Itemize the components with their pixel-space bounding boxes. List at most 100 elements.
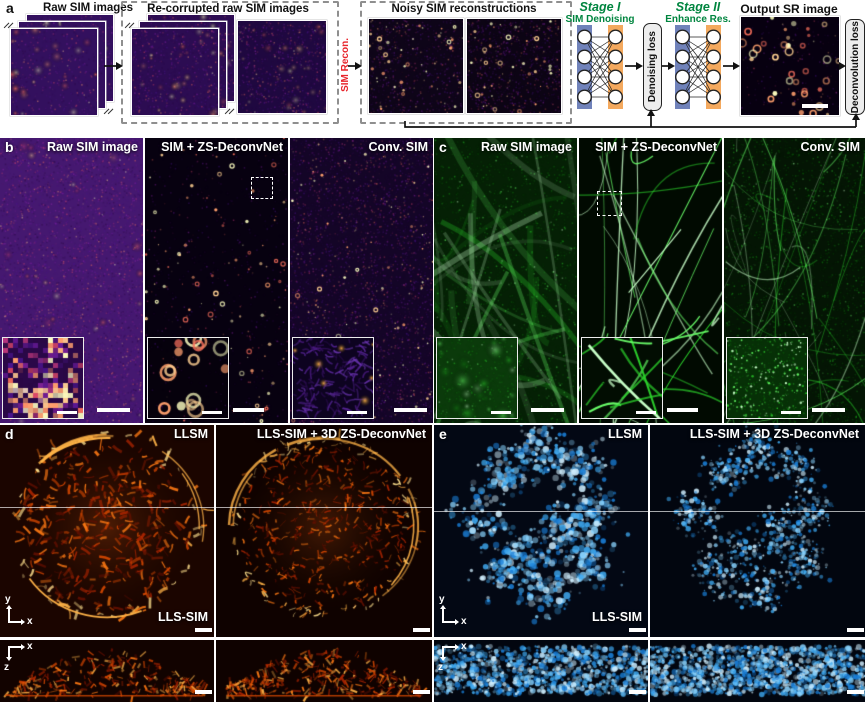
slice-indicator-line [0, 507, 214, 508]
scale-bar [781, 411, 801, 414]
recorrupted-image-front [131, 28, 219, 116]
axis-line [8, 609, 10, 622]
panel-b-inset-1-canvas [3, 338, 83, 418]
panel-d-mode-label: LLS-SIM [158, 610, 208, 624]
panel-c-caption-2: SIM + ZS-DeconvNet [595, 140, 717, 154]
panel-c-inset-2 [581, 337, 663, 419]
panel-d-llsm-caption: LLSM [173, 427, 208, 441]
axis-arrow-right [21, 644, 25, 650]
panel-c-inset-1-canvas [437, 338, 517, 418]
axis-line [8, 646, 21, 648]
axis-indicator-xz: x z [4, 641, 33, 673]
axis-line [442, 621, 455, 623]
panel-c-inset-3-canvas [727, 338, 807, 418]
scale-bar [802, 104, 828, 108]
panel-d-zsdeconvnet-image [216, 425, 432, 637]
scale-bar [195, 690, 212, 694]
raw-sim-title: Raw SIM images [42, 2, 134, 14]
stage1-subtitle: SIM Denoising [565, 14, 635, 25]
axis-arrow-down [440, 657, 446, 661]
scale-bar [629, 690, 646, 694]
raw-sim-image-front [10, 28, 98, 116]
panel-d-llsm-canvas [0, 425, 214, 637]
panel-b-inset-2 [147, 337, 229, 419]
scale-bar [413, 628, 430, 632]
axis-arrow-right [455, 644, 459, 650]
panel-a-label: a [6, 0, 14, 16]
scale-bar [847, 690, 864, 694]
axis-indicator-xy: y x [5, 594, 33, 627]
axis-arrow-up [6, 605, 12, 609]
panel-d-zsdeconvnet-xz-canvas [216, 640, 432, 702]
scale-bar [847, 628, 864, 632]
panel-c-inset-3 [726, 337, 808, 419]
noisy-recon-image-2 [466, 18, 562, 114]
panel-e-zsdeconvnet-canvas [650, 425, 865, 637]
panel-b-inset-3 [292, 337, 374, 419]
scale-bar [413, 690, 430, 694]
axis-indicator-xz: x z [438, 641, 467, 673]
panel-e-llsm-caption: LLSM [607, 427, 642, 441]
panel-b-roi-box [251, 177, 273, 199]
panel-e-zsdeconvnet-caption: LLS-SIM + 3D ZS-DeconvNet [689, 427, 859, 441]
panel-c-label: c [439, 139, 447, 155]
panel-c-inset-1 [436, 337, 518, 419]
raw-sim-image-stack [3, 14, 114, 116]
axis-arrow-right [455, 619, 459, 625]
panel-b-label: b [5, 139, 14, 155]
recorrupted-image-stack [124, 14, 235, 116]
panel-b-inset-1 [2, 337, 84, 419]
noisy-recon-box [360, 1, 572, 124]
scale-bar [202, 411, 222, 414]
stage1-network-icon [577, 25, 623, 109]
panel-b-inset-3-canvas [293, 338, 373, 418]
panel-c-inset-2-canvas [582, 338, 662, 418]
scale-bar [347, 411, 367, 414]
scale-bar [394, 408, 427, 412]
axis-arrow-down [6, 657, 12, 661]
panel-b-caption-2: SIM + ZS-DeconvNet [161, 140, 283, 154]
axis-line [442, 646, 455, 648]
scale-bar [195, 628, 212, 632]
panel-d-llsm-image [0, 425, 214, 637]
recorrupted-title: Re-corrupted raw SIM images [147, 3, 309, 15]
axis-line [8, 646, 10, 657]
denoising-loss-box: Denoising loss [643, 23, 662, 111]
panel-d-llsm-xz-canvas [0, 640, 214, 702]
scale-bar [629, 628, 646, 632]
scale-bar [667, 408, 698, 412]
scale-bar [531, 408, 564, 412]
panel-e-llsm-canvas [434, 425, 648, 637]
panel-c-caption-1: Raw SIM image [481, 140, 572, 154]
panel-d-llsm-xz-image [0, 640, 214, 702]
panel-e-mode-label: LLS-SIM [592, 610, 642, 624]
panel-e-label: e [439, 426, 447, 442]
scale-bar [812, 408, 845, 412]
panel-b-caption-1: Raw SIM image [47, 140, 138, 154]
panel-d-zsdeconvnet-caption: LLS-SIM + 3D ZS-DeconvNet [256, 427, 426, 441]
flow-arrows [104, 62, 860, 128]
stage2-network-icon [675, 25, 721, 109]
noisy-recon-image-1 [368, 18, 464, 114]
panel-d-label: d [5, 426, 14, 442]
axis-arrow-up [440, 605, 446, 609]
panel-e-zsdeconvnet-xz-image [650, 640, 865, 702]
axis-line [442, 646, 444, 657]
scale-bar [233, 408, 264, 412]
scale-bar [97, 408, 130, 412]
stage2-title: Stage II [675, 0, 721, 14]
scale-bar [491, 411, 511, 414]
axis-line [442, 609, 444, 622]
slice-indicator-line [650, 511, 865, 512]
output-sr-title: Output SR image [740, 2, 838, 16]
panel-c-roi-box [597, 191, 622, 216]
axis-line [8, 621, 21, 623]
output-sr-image [740, 16, 840, 116]
panel-d-zsdeconvnet-xz-image [216, 640, 432, 702]
panel-e-llsm-image [434, 425, 648, 637]
panel-e-zsdeconvnet-xz-canvas [650, 640, 865, 702]
recorrupted-noisy-image [237, 20, 327, 114]
stage2-subtitle: Enhance Res. [665, 14, 731, 25]
panel-d-zsdeconvnet-canvas [216, 425, 432, 637]
